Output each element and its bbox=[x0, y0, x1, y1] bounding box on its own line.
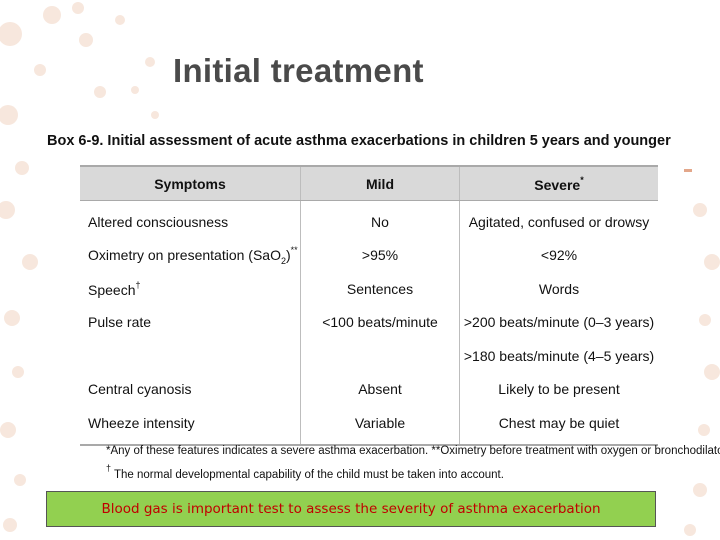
mild-cell: Sentences bbox=[300, 272, 460, 306]
blood-gas-banner: Blood gas is important test to assess th… bbox=[46, 491, 656, 527]
symptom-subscript: 2 bbox=[280, 255, 286, 266]
table-row: >180 beats/minute (4–5 years) bbox=[80, 339, 658, 373]
symptom-cell: Pulse rate bbox=[80, 305, 301, 339]
symptom-cell bbox=[80, 339, 301, 373]
assessment-table: Symptoms Mild Severe* Altered consciousn… bbox=[80, 165, 658, 446]
slide-title: Initial treatment bbox=[173, 52, 424, 89]
table-row: Pulse rate <100 beats/minute >200 beats/… bbox=[80, 305, 658, 339]
header-severe-label: Severe bbox=[534, 176, 581, 193]
symptom-cell: Wheeze intensity bbox=[80, 406, 301, 445]
symptom-mark: ** bbox=[290, 244, 298, 255]
footnote-text: The normal developmental capability of t… bbox=[111, 469, 504, 481]
banner-text: Blood gas is important test to assess th… bbox=[101, 501, 601, 517]
mild-cell: Absent bbox=[300, 372, 460, 406]
table-row: Oximetry on presentation (SaO2)** >95% <… bbox=[80, 238, 658, 272]
mild-cell: Variable bbox=[300, 406, 460, 445]
footnote-developmental: † The normal developmental capability of… bbox=[106, 463, 686, 481]
symptom-text: Oximetry on presentation (SaO bbox=[88, 246, 281, 263]
mild-cell: <100 beats/minute bbox=[300, 305, 460, 339]
header-mild-label: Mild bbox=[366, 175, 394, 192]
mild-cell: No bbox=[300, 200, 460, 239]
box-title: Box 6-9. Initial assessment of acute ast… bbox=[47, 133, 671, 149]
symptom-mark: † bbox=[135, 279, 141, 290]
mild-cell bbox=[300, 339, 460, 373]
header-severe-mark: * bbox=[580, 174, 584, 185]
table-row: Speech† Sentences Words bbox=[80, 272, 658, 306]
symptom-cell: Central cyanosis bbox=[80, 372, 301, 406]
table-row: Altered consciousness No Agitated, confu… bbox=[80, 200, 658, 239]
assessment-box: Box 6-9. Initial assessment of acute ast… bbox=[42, 125, 720, 485]
severe-cell: <92% bbox=[540, 247, 578, 264]
header-symptoms-label: Symptoms bbox=[154, 175, 226, 192]
symptom-cell: Altered consciousness bbox=[80, 200, 301, 239]
accent-dash bbox=[684, 169, 692, 172]
severe-cell: Agitated, confused or drowsy bbox=[468, 213, 650, 230]
symptom-text-end: ) bbox=[286, 246, 291, 263]
header-symptoms: Symptoms bbox=[80, 166, 301, 201]
severe-cell: >180 beats/minute (4–5 years) bbox=[463, 347, 655, 364]
severe-cell: >200 beats/minute (0–3 years) bbox=[463, 314, 655, 331]
mild-cell: >95% bbox=[300, 238, 460, 272]
symptom-cell: Oximetry on presentation (SaO2)** bbox=[80, 238, 301, 272]
table-header-row: Symptoms Mild Severe* bbox=[80, 166, 658, 201]
header-mild: Mild bbox=[300, 166, 460, 201]
header-severe: Severe* bbox=[459, 166, 658, 201]
severe-cell: Chest may be quiet bbox=[498, 414, 620, 431]
table-row: Central cyanosis Absent Likely to be pre… bbox=[80, 372, 658, 406]
table-row: Wheeze intensity Variable Chest may be q… bbox=[80, 406, 658, 445]
severe-cell: Words bbox=[538, 280, 580, 297]
symptom-cell: Speech† bbox=[80, 272, 301, 306]
symptom-text: Speech bbox=[88, 281, 136, 298]
footnote-mark: † bbox=[106, 463, 112, 473]
footnote-severe: *Any of these features indicates a sever… bbox=[106, 445, 720, 457]
severe-cell: Likely to be present bbox=[498, 381, 620, 398]
